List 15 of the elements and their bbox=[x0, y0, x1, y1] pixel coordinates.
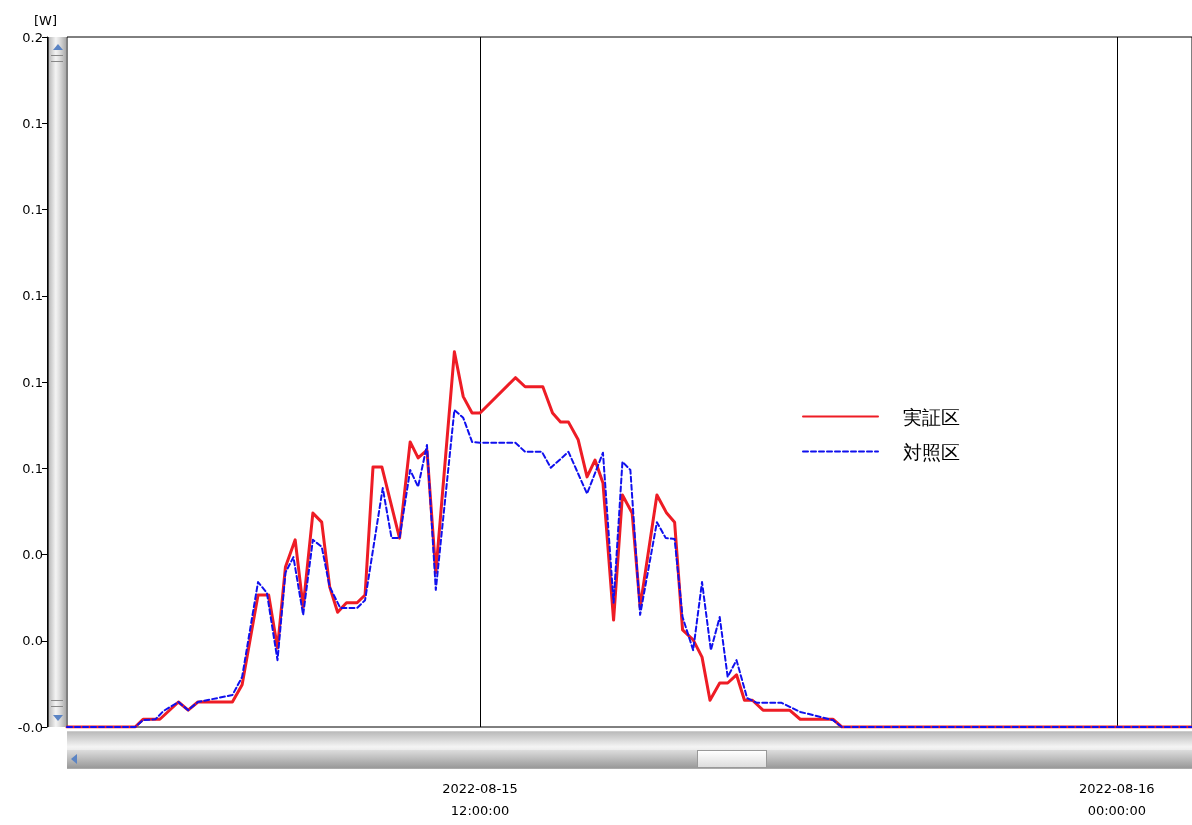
y-tick-label: 0.1 bbox=[22, 374, 43, 390]
y-tick-label: 0.1 bbox=[22, 460, 43, 476]
x-tick-label: 2022-08-16 00:00:00 bbox=[1079, 780, 1155, 818]
legend-label: 実証区 bbox=[903, 405, 960, 428]
y-tick-label: 0.1 bbox=[22, 115, 43, 131]
line-series bbox=[66, 409, 1192, 728]
y-axis-title: [W] bbox=[34, 13, 57, 28]
x-tick-label: 2022-08-15 12:00:00 bbox=[442, 780, 518, 818]
y-tick-label: 0.1 bbox=[22, 288, 43, 304]
y-tick-label: 0.0 bbox=[22, 633, 43, 649]
y-tick-label: 0.1 bbox=[22, 202, 43, 217]
y-tick-label: 0.0 bbox=[22, 547, 43, 562]
legend-label: 対照区 bbox=[903, 440, 960, 463]
y-tick-label: 0.2 bbox=[22, 29, 43, 45]
y-tick-label: -0.0 bbox=[17, 719, 43, 735]
